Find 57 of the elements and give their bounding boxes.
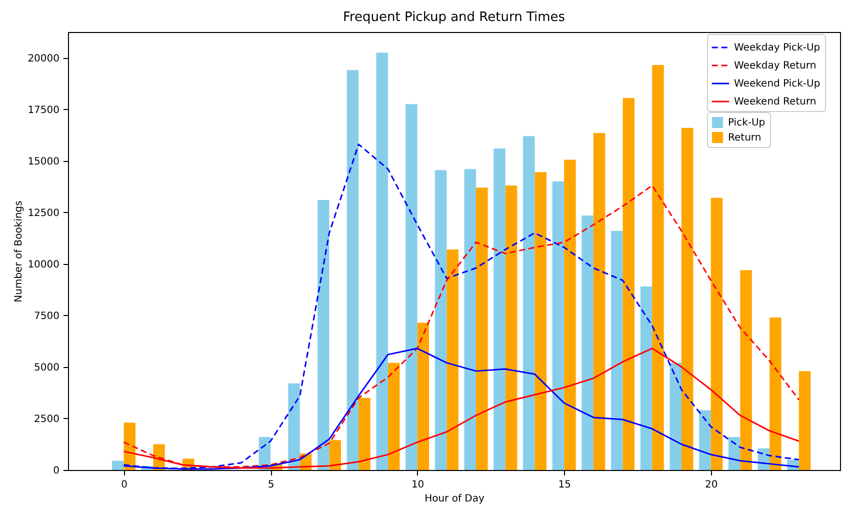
bar bbox=[710, 198, 723, 470]
legend-label: Weekday Pick-Up bbox=[734, 42, 820, 54]
legend-label: Weekend Return bbox=[734, 96, 816, 108]
y-tick-label: 10000 bbox=[28, 259, 60, 270]
bar bbox=[534, 172, 546, 470]
bar bbox=[770, 317, 782, 470]
bar bbox=[494, 148, 506, 470]
y-tick-label: 15000 bbox=[28, 156, 60, 168]
bar bbox=[622, 98, 635, 470]
bar bbox=[699, 410, 711, 470]
y-tick-label: 5000 bbox=[34, 362, 60, 374]
bar bbox=[681, 128, 694, 470]
x-tick-label: 10 bbox=[411, 480, 424, 490]
y-tick-label: 2500 bbox=[34, 414, 60, 425]
x-axis-title: Hour of Day bbox=[424, 494, 484, 504]
y-tick-label: 12500 bbox=[28, 208, 60, 219]
bar bbox=[464, 169, 476, 470]
bar bbox=[358, 398, 370, 470]
y-tick-label: 20000 bbox=[28, 53, 60, 64]
bar bbox=[376, 52, 388, 470]
legend-label: Weekend Pick-Up bbox=[734, 78, 820, 90]
bar bbox=[652, 64, 664, 470]
chart-title: Frequent Pickup and Return Times bbox=[342, 10, 566, 25]
x-tick-label: 5 bbox=[268, 480, 274, 490]
bar bbox=[582, 215, 594, 470]
bar bbox=[670, 362, 682, 470]
bar bbox=[640, 286, 652, 470]
x-tick-label: 0 bbox=[121, 480, 128, 490]
bar bbox=[593, 133, 606, 470]
bar bbox=[611, 230, 623, 470]
x-tick-label: 15 bbox=[558, 480, 571, 490]
bar bbox=[346, 70, 359, 470]
bar bbox=[740, 270, 752, 470]
bar bbox=[288, 383, 300, 470]
bar bbox=[522, 136, 535, 470]
bar bbox=[388, 362, 400, 470]
legend-label: Pick-Up bbox=[728, 118, 766, 128]
y-tick-label: 7500 bbox=[34, 310, 60, 322]
bar bbox=[417, 322, 430, 470]
y-tick-label: 17500 bbox=[28, 104, 60, 116]
bar bbox=[434, 170, 447, 470]
legend-label: Return bbox=[728, 132, 762, 144]
legend-label: Weekday Return bbox=[734, 60, 816, 72]
bar bbox=[564, 160, 576, 470]
bar bbox=[406, 104, 418, 470]
bar bbox=[446, 249, 458, 470]
bar bbox=[728, 437, 740, 470]
bar bbox=[505, 186, 518, 470]
bar bbox=[329, 440, 341, 470]
bar bbox=[798, 371, 811, 470]
y-axis-title: Number of Bookings bbox=[14, 200, 25, 302]
bar bbox=[318, 200, 330, 470]
bar bbox=[552, 181, 564, 470]
bar bbox=[476, 188, 488, 470]
bar bbox=[112, 460, 124, 470]
y-tick-label: 0 bbox=[53, 466, 60, 476]
x-tick-label: 20 bbox=[704, 480, 718, 490]
